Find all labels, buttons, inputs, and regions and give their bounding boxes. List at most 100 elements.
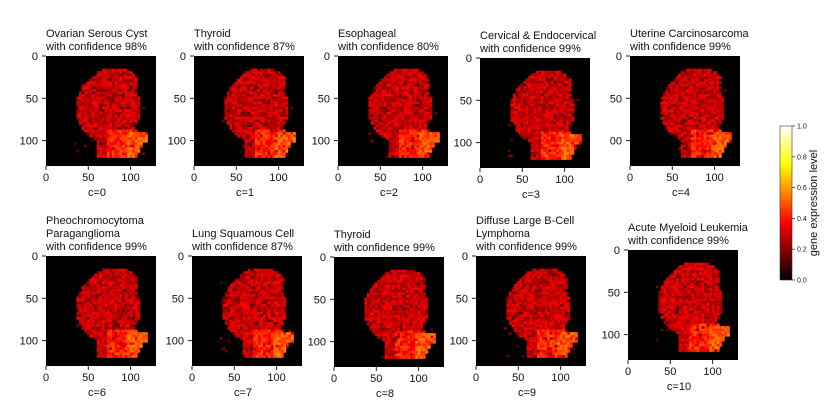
heatmap-cell xyxy=(101,349,105,353)
heatmap-cell xyxy=(232,294,236,297)
heatmap-cell xyxy=(282,81,286,85)
heatmap-cell xyxy=(117,291,120,295)
heatmap-cell xyxy=(409,124,412,128)
heatmap-cell xyxy=(693,132,697,135)
heatmap-cell xyxy=(393,86,397,90)
heatmap-cell xyxy=(240,311,244,315)
heatmap-cell xyxy=(553,154,557,158)
heatmap-cell xyxy=(227,314,231,318)
heatmap-cell xyxy=(693,139,697,143)
heatmap-cell xyxy=(109,83,113,87)
heatmap-cell xyxy=(282,101,286,105)
heatmap-cell xyxy=(109,268,113,272)
heatmap-cell xyxy=(263,281,266,285)
heatmap-cell xyxy=(137,334,141,338)
heatmap-cell xyxy=(114,324,118,328)
heatmap-cell xyxy=(104,71,108,75)
heatmap-cell xyxy=(86,101,90,105)
y-tick-label: 50 xyxy=(26,93,38,105)
heatmap-cell xyxy=(245,283,249,287)
heatmap-cell xyxy=(124,78,128,82)
heatmap-cell xyxy=(703,83,707,87)
heatmap-cell xyxy=(680,132,684,135)
heatmap-cell xyxy=(535,154,539,158)
heatmap-cell xyxy=(119,81,123,85)
heatmap-cell xyxy=(414,119,417,123)
heatmap-cell xyxy=(84,291,87,295)
heatmap-cell xyxy=(711,101,715,105)
heatmap-cell xyxy=(104,147,108,151)
heatmap-cell xyxy=(398,147,402,151)
heatmap-cell xyxy=(701,104,704,108)
heatmap-cell xyxy=(706,149,709,153)
heatmap-cell xyxy=(285,99,289,102)
heatmap-cell xyxy=(99,116,103,120)
heatmap-cell xyxy=(680,142,684,146)
heatmap-cell xyxy=(535,151,539,155)
heatmap-cell xyxy=(404,119,407,123)
heatmap-cell xyxy=(99,111,103,115)
heatmap-cell xyxy=(533,106,537,110)
heatmap-cell xyxy=(255,322,259,325)
heatmap-cell xyxy=(132,347,136,351)
heatmap-cell xyxy=(558,108,562,112)
heatmap-cell xyxy=(79,322,82,325)
heatmap-cell xyxy=(257,94,261,97)
heatmap-cell xyxy=(411,78,415,82)
heatmap-cell xyxy=(99,137,103,141)
heatmap-cell xyxy=(287,137,291,141)
heatmap-cell xyxy=(84,301,87,305)
heatmap-cell xyxy=(247,81,251,85)
heatmap-cell xyxy=(252,106,256,110)
heatmap-cell xyxy=(277,152,281,156)
heatmap-cell xyxy=(716,129,720,133)
heatmap-cell xyxy=(566,111,570,115)
heatmap-cell xyxy=(421,109,425,113)
heatmap-cell xyxy=(530,146,534,150)
heatmap-cell xyxy=(273,304,277,308)
heatmap-cell xyxy=(561,85,565,89)
heatmap-cell xyxy=(523,131,526,135)
heatmap-cell xyxy=(247,71,251,75)
heatmap-cell xyxy=(127,91,131,95)
heatmap-cell xyxy=(94,109,98,113)
heatmap-cell xyxy=(280,134,284,138)
heatmap-cell xyxy=(568,136,572,140)
heatmap-cell xyxy=(101,334,105,338)
heatmap-cell xyxy=(122,99,125,102)
heatmap-cell xyxy=(242,99,246,102)
heatmap-cell xyxy=(117,339,120,343)
heatmap-cell xyxy=(513,111,516,115)
heatmap-cell xyxy=(112,337,115,341)
heatmap-cell xyxy=(86,96,90,100)
heatmap-cell xyxy=(237,276,241,280)
heatmap-cell xyxy=(437,132,440,135)
heatmap-cell xyxy=(414,96,417,100)
heatmap-cell xyxy=(409,89,412,92)
heatmap-cell xyxy=(381,116,384,120)
heatmap-cell xyxy=(546,101,549,104)
heatmap-cell xyxy=(668,96,671,100)
heatmap-cell xyxy=(698,114,702,118)
heatmap-cell xyxy=(262,149,266,153)
heatmap-cell xyxy=(117,104,120,108)
heatmap-cell xyxy=(263,273,266,277)
heatmap-cell xyxy=(270,306,274,310)
heatmap-cell xyxy=(275,81,279,85)
heatmap-cell xyxy=(530,118,534,122)
heatmap-cell xyxy=(275,86,279,90)
heatmap-cell xyxy=(368,109,372,113)
heatmap-cell xyxy=(127,324,131,328)
heatmap-cell xyxy=(81,99,85,102)
heatmap-cell xyxy=(94,76,98,80)
heatmap-cell xyxy=(101,273,105,277)
heatmap-cell xyxy=(225,309,228,313)
heatmap-cell xyxy=(122,104,125,108)
heatmap-cell xyxy=(277,94,281,97)
heatmap-cell xyxy=(242,301,246,305)
heatmap-cell xyxy=(132,342,136,346)
heatmap-cell xyxy=(265,89,268,92)
heatmap-cell xyxy=(540,131,544,135)
heatmap-cell xyxy=(688,78,692,82)
